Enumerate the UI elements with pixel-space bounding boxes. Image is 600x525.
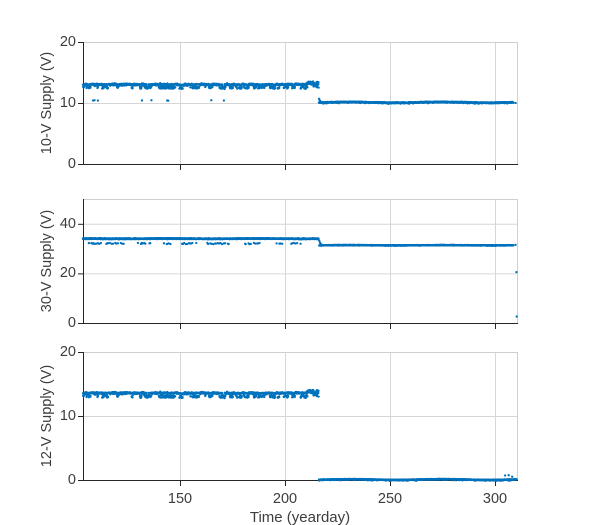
subplot2-ytick-20: 20	[59, 265, 76, 281]
subplot3-ytick-10: 10	[59, 408, 76, 424]
xtick-150: 150	[167, 491, 193, 507]
subplot3-ytick-0: 0	[67, 472, 76, 488]
subplot2-y-axis-label: 30-V Supply (V)	[39, 209, 55, 313]
subplot2-ytick-40: 40	[59, 216, 76, 232]
subplot1-ytick-0: 0	[67, 156, 76, 172]
x-axis-label: Time (yearday)	[249, 509, 351, 525]
subplot3-ytick-20: 20	[59, 344, 76, 360]
xtick-300: 300	[482, 491, 508, 507]
subplot1-ytick-10: 10	[59, 95, 76, 111]
xtick-250: 250	[377, 491, 403, 507]
subplot1-ytick-20: 20	[59, 34, 76, 50]
xtick-200: 200	[272, 491, 298, 507]
subplot2-ytick-0: 0	[67, 315, 76, 331]
